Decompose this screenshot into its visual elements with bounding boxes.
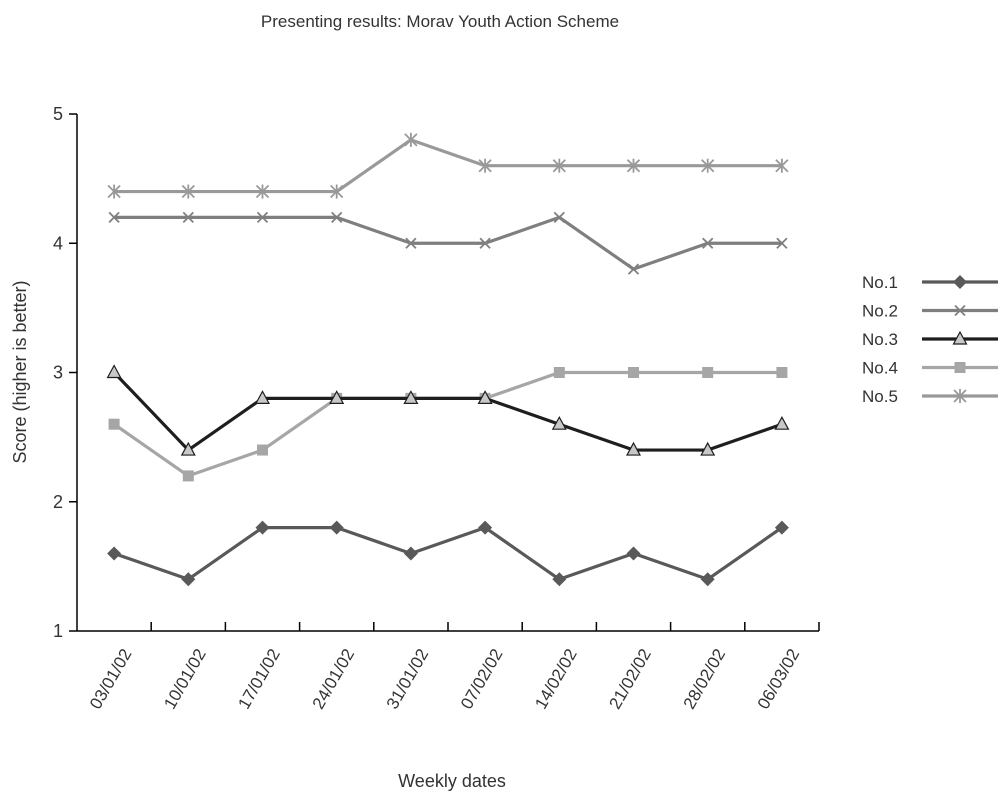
- series-no3-point: [551, 415, 567, 430]
- series-no5-line: [114, 138, 782, 194]
- x-tick-label: 06/03/02: [754, 646, 804, 713]
- y-axis-ticks: 1 2 3 4 5: [53, 104, 77, 641]
- series-no5-point: [478, 158, 492, 173]
- series-no2-point: [256, 211, 269, 224]
- series-no4-point: [257, 444, 268, 456]
- x-tick-label: 31/01/02: [383, 646, 433, 713]
- series-no4-point: [182, 470, 194, 482]
- series-no1-point: [552, 572, 567, 587]
- series-no4-point: [108, 418, 120, 430]
- legend: No.1 No.2 No.3 No.4 No.5: [862, 273, 998, 406]
- series-no5-point: [181, 184, 195, 199]
- series-no3-point: [329, 390, 345, 404]
- series-no5-point: [404, 132, 418, 147]
- series-no2-point: [479, 237, 491, 249]
- legend-no3: No.3: [862, 330, 998, 349]
- y-tick-label: 5: [53, 104, 63, 124]
- series-no5-point: [330, 184, 344, 199]
- series-no3-point: [403, 390, 419, 404]
- series-no1-point: [107, 546, 122, 561]
- x-tick-label: 21/02/02: [605, 646, 655, 713]
- legend-label: No.4: [862, 359, 898, 378]
- series-no4-point: [776, 367, 788, 378]
- series-no3-point: [625, 441, 642, 456]
- y-tick-label: 2: [53, 492, 63, 512]
- series-no1-line: [113, 525, 783, 581]
- series-no5-point: [701, 158, 715, 173]
- legend-label: No.1: [862, 273, 898, 292]
- legend-label: No.2: [862, 302, 898, 321]
- series-no3-point: [774, 415, 790, 430]
- legend-no2-point: [954, 304, 966, 317]
- series-no3-point: [254, 390, 271, 404]
- series-no2-point: [776, 237, 788, 249]
- series-no2-point: [553, 211, 565, 224]
- series-no1-point: [403, 546, 418, 561]
- series-no1-point: [478, 520, 493, 535]
- series-no2-point: [182, 211, 194, 224]
- x-tick-label: 17/01/02: [234, 646, 284, 713]
- series-no1-point: [255, 520, 270, 535]
- series-no5-point: [107, 184, 121, 199]
- legend-no4-point: [954, 362, 966, 373]
- series-no4-line: [113, 370, 782, 478]
- series-no5-point: [255, 184, 270, 199]
- legend-no1-point: [953, 275, 967, 289]
- series-no2-point: [627, 263, 640, 275]
- series-no4-point: [628, 367, 639, 378]
- legend-label: No.5: [862, 387, 898, 406]
- y-tick-label: 4: [53, 233, 63, 253]
- chart-title: Presenting results: Morav Youth Action S…: [261, 12, 619, 31]
- series-no5-point: [552, 158, 566, 173]
- series-no3: [106, 364, 790, 456]
- legend-no4: No.4: [862, 359, 998, 378]
- series-no3-point: [180, 441, 196, 456]
- series-no1-point: [774, 520, 789, 535]
- x-tick-label: 14/02/02: [531, 646, 581, 713]
- series-no2-point: [702, 237, 714, 249]
- series-no3-point: [477, 390, 493, 404]
- legend-label: No.3: [862, 330, 898, 349]
- series-no5: [107, 132, 789, 199]
- x-tick-label: 07/02/02: [457, 646, 507, 713]
- series-no5-point: [626, 158, 641, 173]
- x-tick-label: 24/01/02: [309, 646, 359, 713]
- series-layer: [106, 132, 790, 587]
- legend-no5-point: [953, 389, 967, 403]
- series-no3-point: [700, 441, 716, 456]
- y-tick-label: 3: [53, 363, 63, 383]
- x-tick-label: 28/02/02: [680, 646, 730, 713]
- y-axis-title: Score (higher is better): [10, 280, 30, 463]
- legend-no3-point: [952, 330, 968, 345]
- series-no4-point: [702, 367, 714, 378]
- x-axis-ticks: 03/01/02 10/01/02 17/01/02 24/01/02 31/01/02…: [86, 622, 820, 713]
- series-no1-point: [626, 546, 641, 561]
- series-no2-point: [405, 237, 417, 249]
- series-no1-point: [700, 572, 715, 587]
- series-no3-point: [106, 364, 122, 379]
- y-tick-label: 1: [53, 621, 63, 641]
- series-no2: [108, 211, 788, 275]
- series-no3-line: [112, 371, 783, 452]
- series-no5-point: [775, 158, 789, 173]
- x-tick-label: 03/01/02: [86, 646, 136, 713]
- x-tick-label: 10/01/02: [160, 646, 210, 713]
- legend-no5: No.5: [862, 387, 998, 406]
- x-axis-title: Weekly dates: [398, 771, 506, 791]
- legend-no2: No.2: [862, 302, 998, 321]
- series-no1: [107, 520, 789, 587]
- series-no1-point: [329, 520, 344, 535]
- series-no2-point: [331, 211, 343, 224]
- series-no1-point: [181, 572, 196, 587]
- legend-no1: No.1: [862, 273, 998, 292]
- series-no2-line: [114, 215, 782, 271]
- series-no2-point: [108, 211, 120, 224]
- series-no4: [108, 367, 788, 482]
- series-no4-point: [553, 367, 565, 378]
